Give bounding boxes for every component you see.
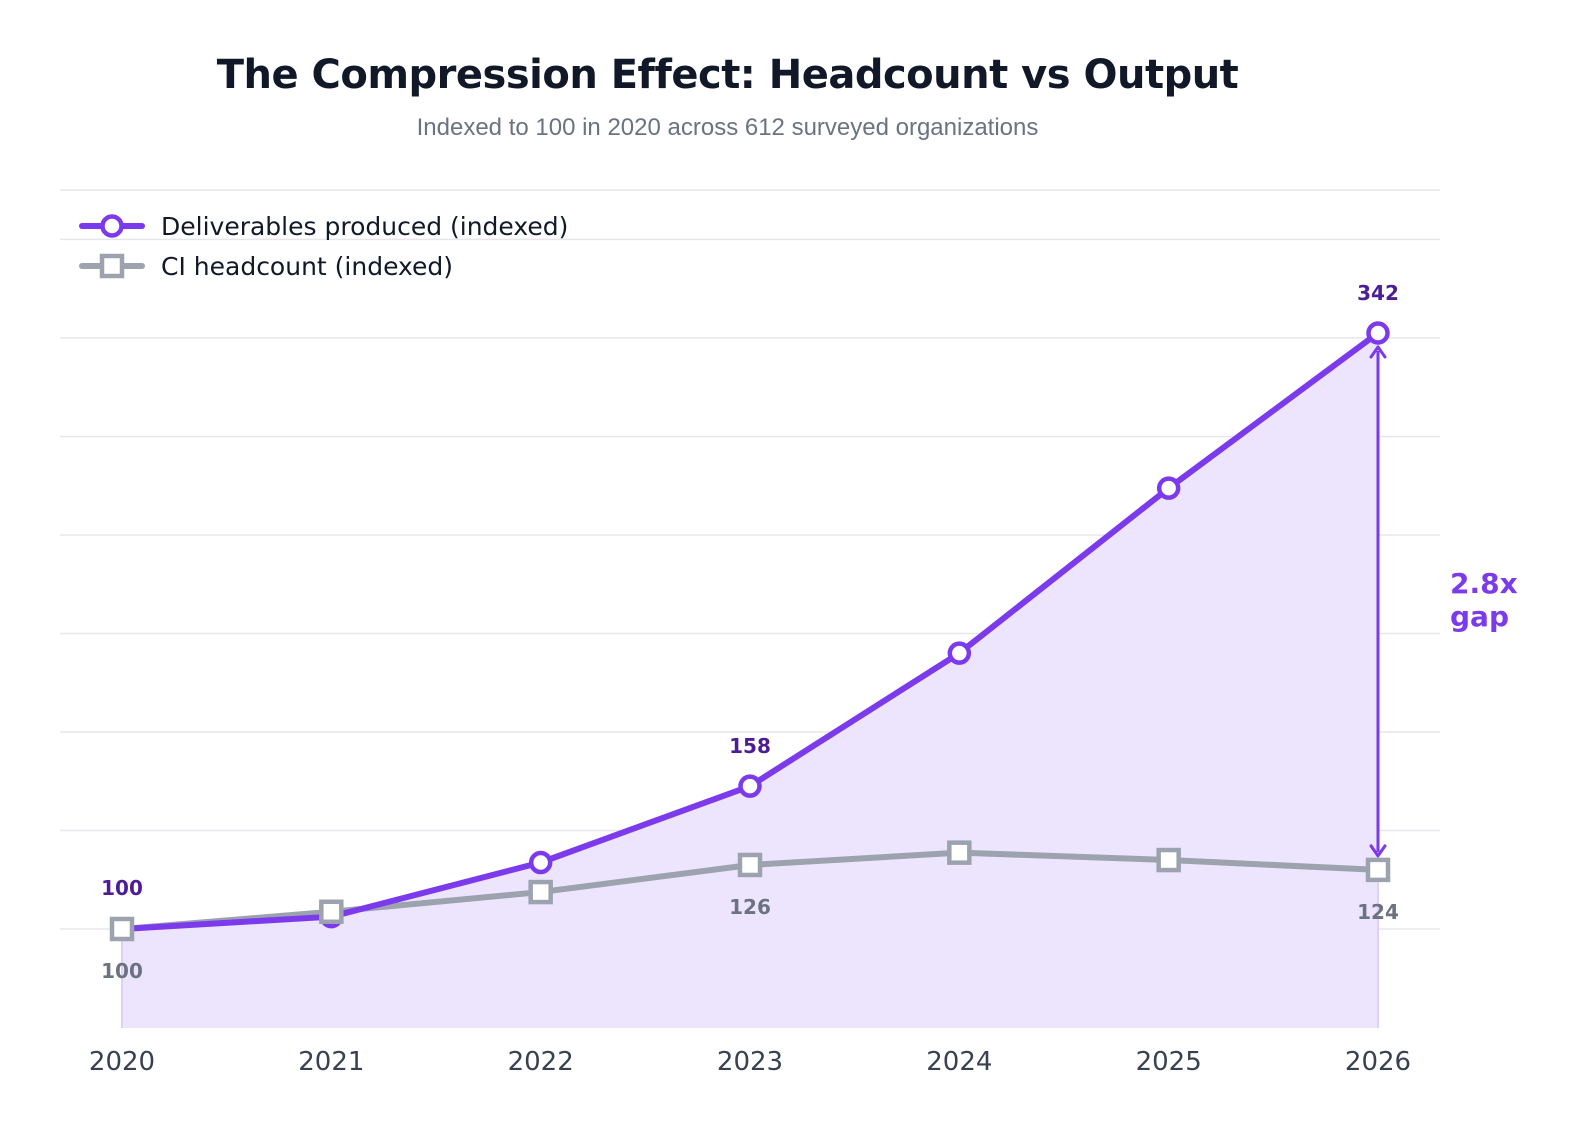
headcount-point	[109, 916, 135, 942]
deliverables-area-fill	[122, 333, 1378, 1028]
deliverables-point	[738, 774, 762, 798]
deliverables-data-label: 342	[1357, 281, 1399, 305]
gap-annotation-label: 2.8x	[1450, 567, 1518, 600]
deliverables-data-label: 100	[101, 876, 143, 900]
headcount-data-label: 126	[729, 895, 771, 919]
deliverables-point	[1366, 321, 1390, 345]
x-tick-label: 2024	[926, 1047, 992, 1077]
x-tick-label: 2023	[717, 1047, 783, 1077]
headcount-point	[737, 852, 763, 878]
gap-arrow-head-bottom	[1369, 844, 1387, 858]
gap-annotation-label: gap	[1450, 600, 1509, 633]
headcount-point	[947, 840, 972, 865]
x-tick-label: 2022	[508, 1047, 574, 1077]
legend-headcount-label: CI headcount (indexed)	[161, 252, 453, 281]
x-tick-label: 2020	[89, 1047, 155, 1077]
headcount-point	[528, 879, 553, 905]
headcount-point	[1156, 847, 1181, 873]
x-tick-label: 2021	[298, 1047, 364, 1077]
chart-title: The Compression Effect: Headcount vs Out…	[216, 52, 1239, 98]
headcount-point	[319, 899, 344, 925]
deliverables-point	[528, 850, 553, 875]
legend-deliverables-marker	[100, 214, 124, 238]
headcount-point	[1365, 857, 1391, 883]
deliverables-data-label: 158	[729, 734, 771, 758]
gap-arrow-head-top	[1369, 345, 1387, 359]
deliverables-point	[947, 641, 972, 665]
x-tick-label: 2025	[1136, 1047, 1202, 1077]
deliverables-point	[1156, 476, 1181, 500]
x-tick-label: 2026	[1345, 1047, 1411, 1077]
chart-subtitle: Indexed to 100 in 2020 across 612 survey…	[416, 114, 1039, 141]
headcount-data-label: 100	[101, 959, 143, 983]
legend-headcount-marker	[99, 253, 125, 279]
legend-deliverables-label: Deliverables produced (indexed)	[161, 212, 568, 241]
headcount-data-label: 124	[1357, 900, 1399, 924]
